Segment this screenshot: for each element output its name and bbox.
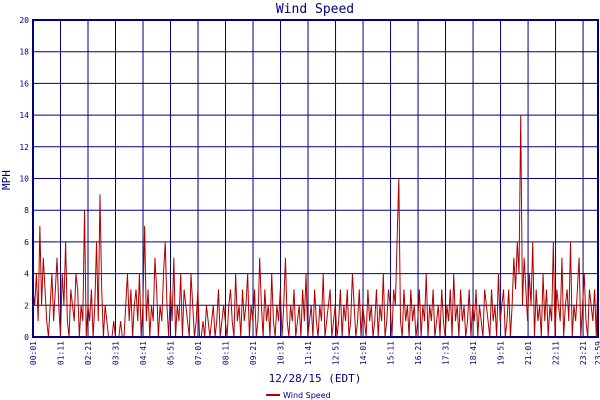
x-tick-label: 15:11 [387, 341, 396, 365]
y-tick-label: 2 [24, 301, 29, 310]
x-tick-label: 18:41 [469, 341, 478, 365]
x-tick-label: 05:51 [167, 341, 176, 365]
y-tick-label: 6 [24, 238, 29, 247]
y-tick-label: 0 [24, 333, 29, 342]
x-axis-ticks: 00:01 01:11 02:21 03:31 04:41 05:51 07:01 08:11… [29, 341, 600, 365]
x-tick-label: 03:31 [112, 341, 121, 365]
y-tick-label: 8 [24, 206, 29, 215]
legend-label-wind-speed: Wind Speed [283, 391, 331, 400]
x-tick-label: 16:21 [414, 341, 423, 365]
y-axis-label: MPH [0, 170, 13, 190]
x-tick-label: 02:21 [84, 341, 93, 365]
y-tick-label: 14 [19, 111, 29, 120]
y-tick-label: 16 [19, 79, 29, 88]
x-tick-label: 00:01 [29, 341, 38, 365]
chart-grid [32, 19, 599, 338]
x-tick-label: 10:31 [277, 341, 286, 365]
x-tick-label: 21:01 [524, 341, 533, 365]
x-tick-label: 12:51 [332, 341, 341, 365]
y-axis-ticks: 0 2 4 6 8 10 12 14 16 18 20 [19, 16, 29, 342]
legend: Wind Speed [266, 391, 331, 400]
series-line-wind-speed [32, 115, 599, 338]
plot-border [32, 19, 599, 338]
x-tick-label: 01:11 [57, 341, 66, 365]
x-tick-label: 09:21 [249, 341, 258, 365]
x-axis-label: 12/28/15 (EDT) [269, 372, 362, 385]
x-tick-label: 19:51 [497, 341, 506, 365]
x-tick-label: 04:41 [139, 341, 148, 365]
series-wind-speed [32, 115, 599, 338]
x-tick-label: 23:59 [594, 341, 600, 365]
x-tick-label: 08:11 [222, 341, 231, 365]
y-tick-label: 18 [19, 48, 29, 57]
x-tick-label: 23:21 [579, 341, 588, 365]
y-tick-label: 12 [19, 143, 29, 152]
x-tick-label: 14:01 [359, 341, 368, 365]
chart-title: Wind Speed [276, 2, 354, 17]
y-tick-label: 10 [19, 175, 29, 184]
plot-frame [32, 19, 599, 338]
x-tick-label: 07:01 [194, 341, 203, 365]
x-tick-label: 17:31 [442, 341, 451, 365]
y-tick-label: 20 [19, 16, 29, 25]
x-tick-label: 22:11 [552, 341, 561, 365]
x-tick-label: 11:41 [304, 341, 313, 365]
y-tick-label: 4 [24, 270, 29, 279]
